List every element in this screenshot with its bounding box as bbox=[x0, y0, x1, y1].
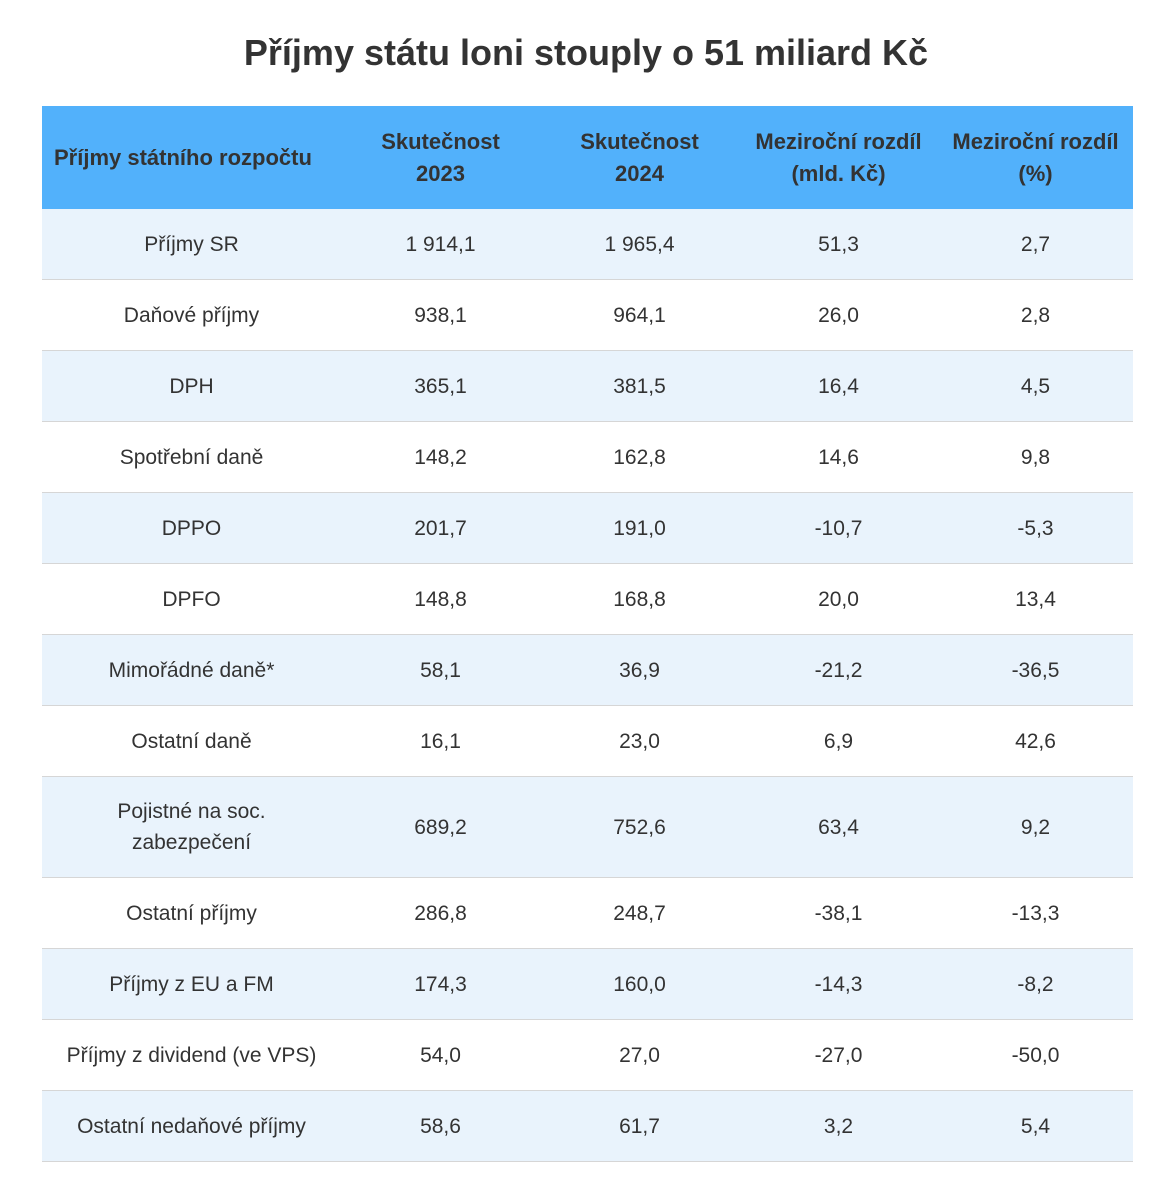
cell-diff_abs: -21,2 bbox=[739, 634, 938, 706]
cell-diff_abs: 16,4 bbox=[739, 350, 938, 422]
cell-y2024: 752,6 bbox=[540, 776, 739, 878]
column-header-line: (%) bbox=[1018, 160, 1053, 186]
column-header-line: Skutečnost bbox=[580, 128, 699, 154]
column-header-diff_abs: Meziroční rozdíl (mld. Kč) bbox=[739, 106, 938, 209]
cell-diff_abs: 26,0 bbox=[739, 279, 938, 351]
column-header-y2023: Skutečnost 2023 bbox=[341, 106, 540, 209]
cell-diff_pct: -50,0 bbox=[938, 1019, 1133, 1091]
table-row: DPFO 148,8 168,8 20,0 13,4 bbox=[42, 563, 1133, 635]
cell-diff_pct: -8,2 bbox=[938, 948, 1133, 1020]
table-row: Příjmy SR 1 914,1 1 965,4 51,3 2,7 bbox=[42, 209, 1133, 280]
column-header-line: Skutečnost bbox=[381, 128, 500, 154]
cell-diff_pct: 9,8 bbox=[938, 421, 1133, 493]
table-row: Spotřební daně 148,2 162,8 14,6 9,8 bbox=[42, 421, 1133, 493]
cell-diff_pct: -5,3 bbox=[938, 492, 1133, 564]
cell-name: Ostatní příjmy bbox=[42, 877, 341, 949]
cell-y2024: 168,8 bbox=[540, 563, 739, 635]
table-row: Daňové příjmy 938,1 964,1 26,0 2,8 bbox=[42, 279, 1133, 351]
cell-name: Příjmy z dividend (ve VPS) bbox=[42, 1019, 341, 1091]
table-row: Příjmy z EU a FM 174,3 160,0 -14,3 -8,2 bbox=[42, 948, 1133, 1020]
cell-name: Příjmy SR bbox=[42, 209, 341, 280]
column-header-name: Příjmy státního rozpočtu bbox=[42, 106, 341, 209]
cell-y2023: 16,1 bbox=[341, 705, 540, 777]
cell-name: DPFO bbox=[42, 563, 341, 635]
table-header: Příjmy státního rozpočtu Skutečnost 2023 Sk… bbox=[42, 106, 1133, 209]
cell-y2023: 201,7 bbox=[341, 492, 540, 564]
table-row: DPPO 201,7 191,0 -10,7 -5,3 bbox=[42, 492, 1133, 564]
column-header-line: 2023 bbox=[416, 160, 465, 186]
cell-y2023: 689,2 bbox=[341, 776, 540, 878]
cell-y2023: 174,3 bbox=[341, 948, 540, 1020]
chart-title: Příjmy státu loni stouply o 51 miliard K… bbox=[243, 32, 929, 73]
cell-name: Mimořádné daně* bbox=[42, 634, 341, 706]
column-header-line: Meziroční rozdíl bbox=[952, 128, 1119, 154]
cell-y2023: 148,2 bbox=[341, 421, 540, 493]
cell-diff_abs: -27,0 bbox=[739, 1019, 938, 1091]
table-row: Ostatní daně 16,1 23,0 6,9 42,6 bbox=[42, 705, 1133, 777]
cell-name: Ostatní nedaňové příjmy bbox=[42, 1090, 341, 1162]
cell-name: Příjmy z EU a FM bbox=[42, 948, 341, 1020]
cell-diff_abs: 14,6 bbox=[739, 421, 938, 493]
budget-table-container: Příjmy státního rozpočtu Skutečnost 2023 Sk… bbox=[42, 106, 1133, 1162]
cell-diff_pct: -36,5 bbox=[938, 634, 1133, 706]
cell-diff_abs: 20,0 bbox=[739, 563, 938, 635]
column-header-line: Meziroční rozdíl bbox=[755, 128, 922, 154]
cell-diff_abs: -38,1 bbox=[739, 877, 938, 949]
cell-diff_pct: 4,5 bbox=[938, 350, 1133, 422]
table-row: Ostatní příjmy 286,8 248,7 -38,1 -13,3 bbox=[42, 877, 1133, 949]
cell-y2024: 23,0 bbox=[540, 705, 739, 777]
cell-y2023: 1 914,1 bbox=[341, 209, 540, 280]
budget-table: Příjmy státního rozpočtu Skutečnost 2023 Sk… bbox=[42, 106, 1133, 1162]
cell-y2023: 938,1 bbox=[341, 279, 540, 351]
table-row: Ostatní nedaňové příjmy 58,6 61,7 3,2 5,4 bbox=[42, 1090, 1133, 1162]
cell-diff_pct: 9,2 bbox=[938, 776, 1133, 878]
cell-diff_pct: 2,8 bbox=[938, 279, 1133, 351]
cell-y2024: 160,0 bbox=[540, 948, 739, 1020]
cell-diff_abs: 63,4 bbox=[739, 776, 938, 878]
table-row: DPH 365,1 381,5 16,4 4,5 bbox=[42, 350, 1133, 422]
cell-name: Ostatní daně bbox=[42, 705, 341, 777]
cell-diff_abs: 3,2 bbox=[739, 1090, 938, 1162]
cell-diff_pct: 5,4 bbox=[938, 1090, 1133, 1162]
table-row: Příjmy z dividend (ve VPS) 54,0 27,0 -27,0-… bbox=[42, 1019, 1133, 1091]
cell-name: DPPO bbox=[42, 492, 341, 564]
cell-diff_abs: -14,3 bbox=[739, 948, 938, 1020]
cell-y2023: 58,1 bbox=[341, 634, 540, 706]
cell-diff_abs: -10,7 bbox=[739, 492, 938, 564]
cell-diff_pct: -13,3 bbox=[938, 877, 1133, 949]
cell-diff_pct: 13,4 bbox=[938, 563, 1133, 635]
cell-y2024: 36,9 bbox=[540, 634, 739, 706]
cell-y2023: 286,8 bbox=[341, 877, 540, 949]
column-header-line: 2024 bbox=[615, 160, 664, 186]
cell-y2024: 191,0 bbox=[540, 492, 739, 564]
cell-y2024: 248,7 bbox=[540, 877, 739, 949]
cell-y2024: 964,1 bbox=[540, 279, 739, 351]
cell-name: DPH bbox=[42, 350, 341, 422]
cell-y2023: 365,1 bbox=[341, 350, 540, 422]
cell-y2024: 1 965,4 bbox=[540, 209, 739, 280]
cell-name: Daňové příjmy bbox=[42, 279, 341, 351]
cell-diff_pct: 42,6 bbox=[938, 705, 1133, 777]
table-row: Pojistné na soc. zabezpečení 689,2 752,6 63,… bbox=[42, 776, 1133, 878]
table-body: Příjmy SR 1 914,1 1 965,4 51,3 2,7 Daňové pří… bbox=[42, 209, 1133, 1162]
column-header-y2024: Skutečnost 2024 bbox=[540, 106, 739, 209]
cell-diff_abs: 51,3 bbox=[739, 209, 938, 280]
cell-diff_pct: 2,7 bbox=[938, 209, 1133, 280]
header-row: Příjmy státního rozpočtu Skutečnost 2023 Sk… bbox=[42, 106, 1133, 209]
column-header-diff_pct: Meziroční rozdíl (%) bbox=[938, 106, 1133, 209]
table-row: Mimořádné daně* 58,1 36,9 -21,2 -36,5 bbox=[42, 634, 1133, 706]
cell-y2023: 58,6 bbox=[341, 1090, 540, 1162]
cell-diff_abs: 6,9 bbox=[739, 705, 938, 777]
cell-y2023: 54,0 bbox=[341, 1019, 540, 1091]
cell-y2024: 162,8 bbox=[540, 421, 739, 493]
column-header-line: (mld. Kč) bbox=[791, 160, 886, 186]
cell-name: Pojistné na soc. zabezpečení bbox=[42, 776, 341, 878]
cell-name: Spotřební daně bbox=[42, 421, 341, 493]
column-header-line: Příjmy státního rozpočtu bbox=[54, 144, 312, 170]
cell-y2024: 61,7 bbox=[540, 1090, 739, 1162]
cell-y2024: 381,5 bbox=[540, 350, 739, 422]
cell-y2024: 27,0 bbox=[540, 1019, 739, 1091]
cell-y2023: 148,8 bbox=[341, 563, 540, 635]
